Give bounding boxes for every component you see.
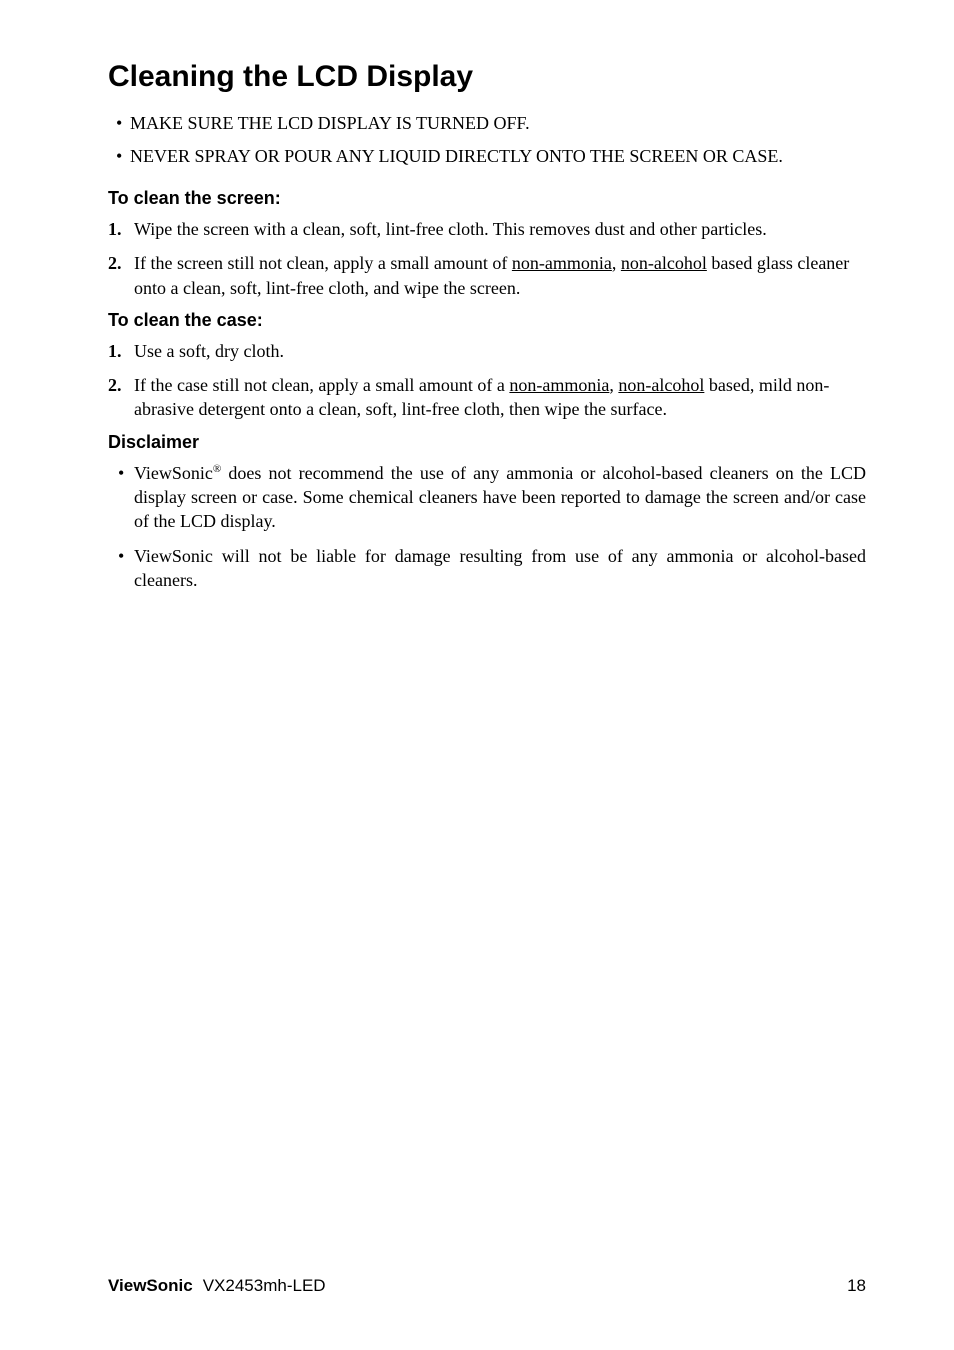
disclaimer-item: ViewSonic® does not recommend the use of… (108, 461, 866, 534)
step-pre: If the case still not clean, apply a sma… (134, 375, 509, 395)
intro-bullet-list: MAKE SURE THE LCD DISPLAY IS TURNED OFF.… (108, 110, 866, 170)
intro-bullet: MAKE SURE THE LCD DISPLAY IS TURNED OFF. (108, 110, 866, 137)
step-text: If the screen still not clean, apply a s… (134, 251, 866, 300)
page-content: Cleaning the LCD Display MAKE SURE THE L… (0, 0, 954, 592)
disclaimer-item: ViewSonic will not be liable for damage … (108, 544, 866, 593)
case-step: 1. Use a soft, dry cloth. (108, 339, 866, 363)
underline-text: non-ammonia (512, 253, 612, 273)
step-text: Use a soft, dry cloth. (134, 339, 866, 363)
underline-text: non-ammonia (509, 375, 609, 395)
footer-brand: ViewSonic (108, 1276, 193, 1295)
disclaimer-post: does not recommend the use of any ammoni… (134, 463, 866, 532)
intro-bullet: NEVER SPRAY OR POUR ANY LIQUID DIRECTLY … (108, 143, 866, 170)
screen-step: 2. If the screen still not clean, apply … (108, 251, 866, 300)
step-number: 2. (108, 373, 134, 422)
step-text: Wipe the screen with a clean, soft, lint… (134, 217, 866, 241)
step-number: 1. (108, 339, 134, 363)
step-mid: , (612, 253, 621, 273)
step-number: 1. (108, 217, 134, 241)
section-heading-disclaimer: Disclaimer (108, 432, 866, 453)
case-step: 2. If the case still not clean, apply a … (108, 373, 866, 422)
section-heading-case: To clean the case: (108, 310, 866, 331)
underline-text: non-alcohol (621, 253, 707, 273)
screen-step: 1. Wipe the screen with a clean, soft, l… (108, 217, 866, 241)
footer-model: VX2453mh-LED (203, 1276, 326, 1295)
disclaimer-pre: ViewSonic (134, 463, 213, 483)
underline-text: non-alcohol (618, 375, 704, 395)
disclaimer-list: ViewSonic® does not recommend the use of… (108, 461, 866, 592)
page-footer: ViewSonic VX2453mh-LED 18 (108, 1276, 866, 1296)
step-text: If the case still not clean, apply a sma… (134, 373, 866, 422)
disclaimer-text: ViewSonic will not be liable for damage … (134, 546, 866, 590)
footer-left: ViewSonic VX2453mh-LED (108, 1276, 326, 1296)
page-title: Cleaning the LCD Display (108, 60, 866, 94)
step-number: 2. (108, 251, 134, 300)
section-heading-screen: To clean the screen: (108, 188, 866, 209)
step-pre: If the screen still not clean, apply a s… (134, 253, 512, 273)
page-number: 18 (847, 1276, 866, 1296)
